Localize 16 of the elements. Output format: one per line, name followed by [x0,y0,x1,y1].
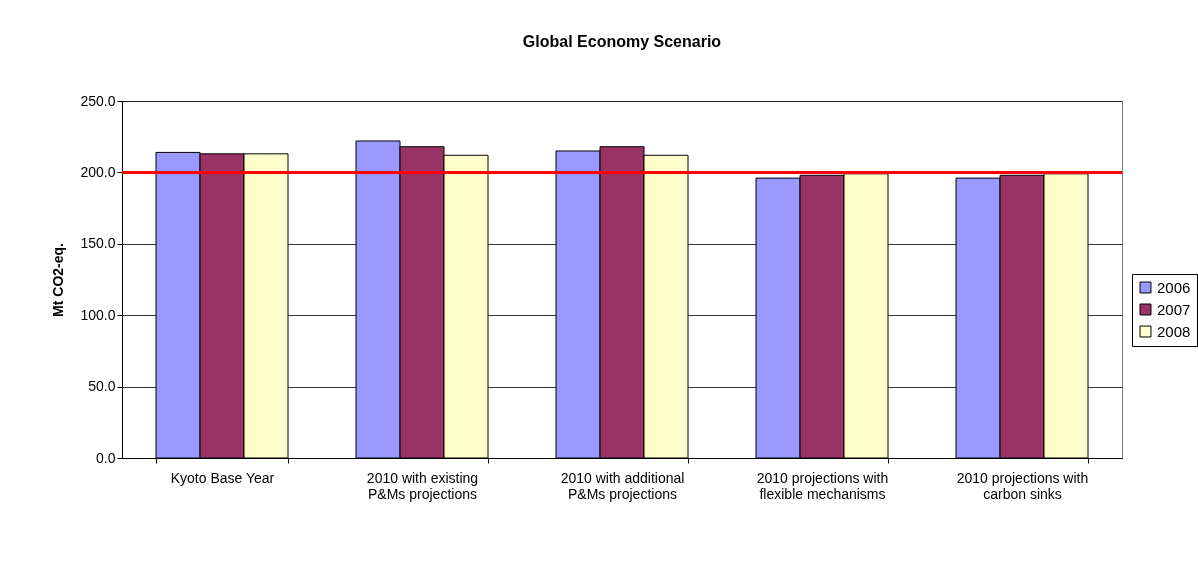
y-axis-title: Mt CO2-eq. [50,243,67,317]
chart-title: Global Economy Scenario [522,33,722,50]
legend-label: 2006 [1157,278,1191,296]
legend-label: 2008 [1157,322,1191,340]
y-tick-label: 50.0 [88,378,116,395]
x-tick-label: 2010 projections with carbon sinks [956,469,1089,502]
legend-label: 2007 [1157,300,1191,318]
y-tick-label: 250.0 [80,92,116,109]
x-tick-label: 2010 projections with flexible mechanisms [756,469,889,502]
x-tick-label: 2010 with existing P&Ms projections [366,469,479,502]
y-tick-label: 0.0 [96,449,116,466]
x-tick-label: Kyoto Base Year [170,469,275,486]
y-tick-label: 200.0 [80,163,116,180]
y-tick-label: 100.0 [80,306,116,323]
y-tick-label: 150.0 [80,235,116,252]
x-tick-label: 2010 with additional P&Ms projections [560,469,685,502]
